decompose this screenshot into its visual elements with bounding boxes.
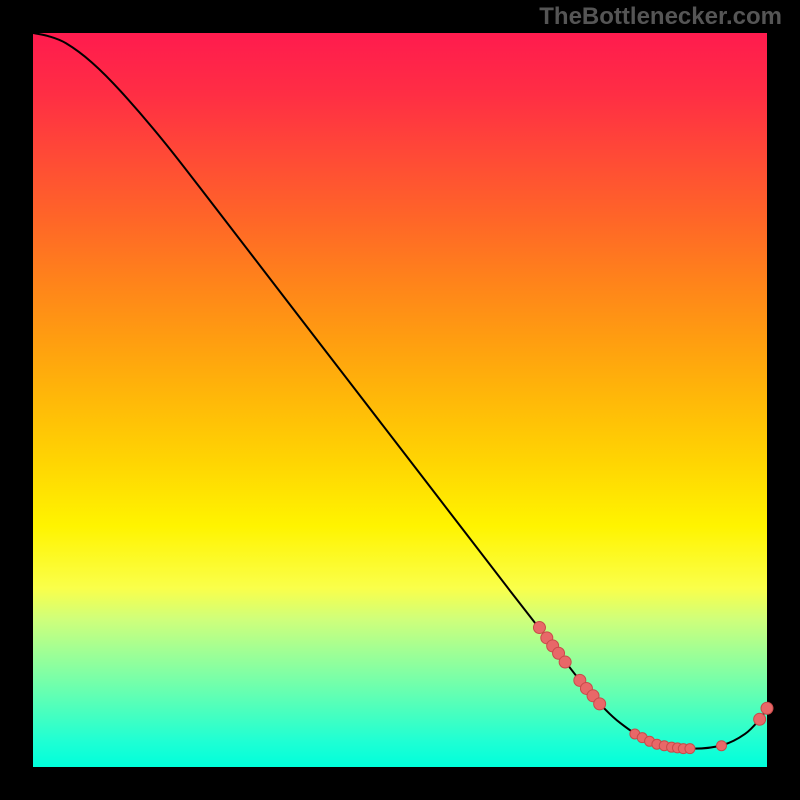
data-marker <box>754 713 766 725</box>
chart-svg <box>0 0 800 800</box>
data-marker <box>761 702 773 714</box>
data-marker <box>559 656 571 668</box>
data-marker <box>594 698 606 710</box>
data-marker <box>716 741 726 751</box>
plot-background <box>33 33 767 767</box>
data-marker <box>685 744 695 754</box>
data-marker <box>533 622 545 634</box>
chart-container: TheBottlenecker.com <box>0 0 800 800</box>
watermark-text: TheBottlenecker.com <box>539 3 782 31</box>
